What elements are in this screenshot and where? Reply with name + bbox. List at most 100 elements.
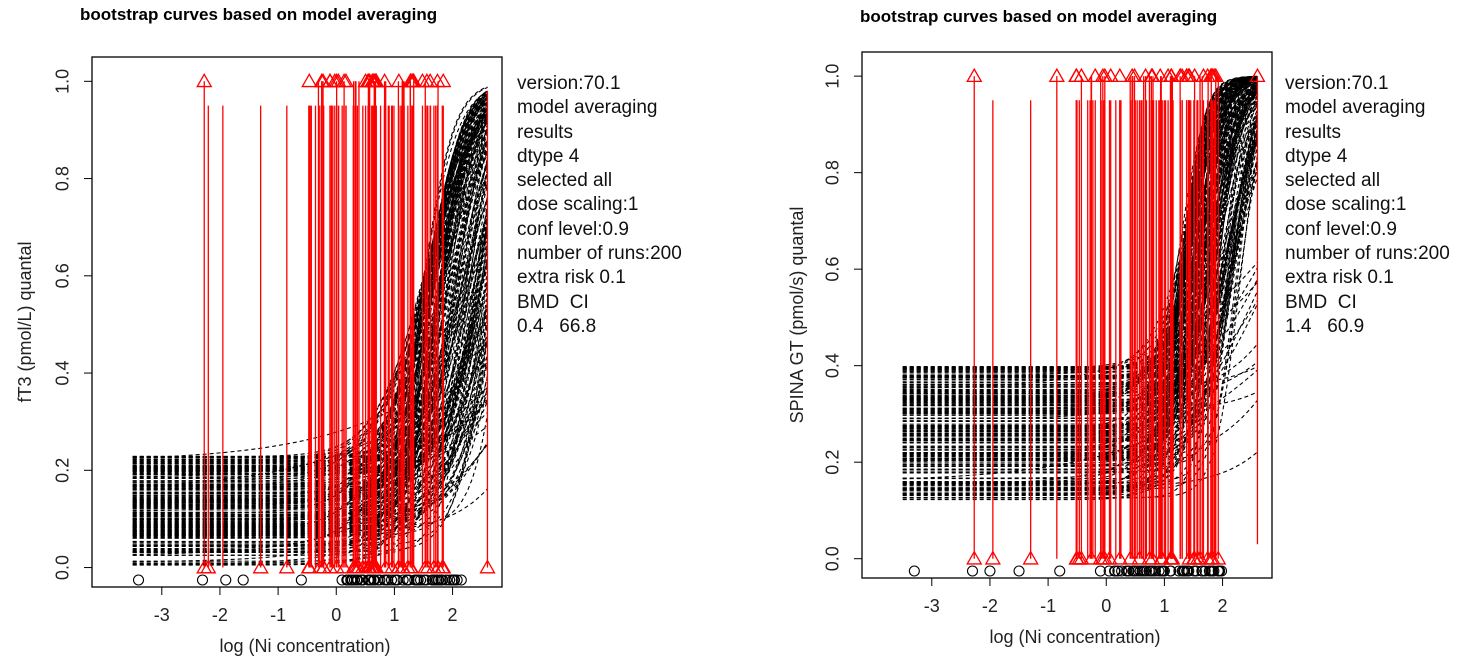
x-tick-label: -2 xyxy=(212,605,228,625)
side-text-line: results xyxy=(517,121,573,143)
interval-marker xyxy=(278,559,295,574)
observed-point xyxy=(237,574,249,586)
observed-point xyxy=(1207,565,1219,577)
x-tick-label: 1 xyxy=(389,605,399,625)
interval-marker xyxy=(1087,67,1104,83)
bootstrap-curve xyxy=(902,76,1258,368)
observed-point xyxy=(1149,565,1161,577)
observed-point xyxy=(1013,565,1025,577)
observed-point xyxy=(295,574,307,586)
observed-point xyxy=(1181,565,1193,577)
observed-point xyxy=(448,574,460,586)
observed-point xyxy=(1094,565,1106,577)
observed-point xyxy=(1109,565,1121,577)
x-tick-label: -1 xyxy=(1040,596,1056,616)
bootstrap-curve xyxy=(902,87,1258,432)
bootstrap-curve xyxy=(902,110,1259,442)
observed-point xyxy=(1132,565,1144,577)
interval-marker xyxy=(435,73,452,88)
side-text-line: 0.4 66.8 xyxy=(517,315,597,337)
bootstrap-curve xyxy=(902,76,1258,414)
bootstrap-curve xyxy=(902,117,1259,422)
interval-marker xyxy=(1195,67,1212,83)
plot-area xyxy=(902,67,1266,565)
observed-point xyxy=(355,574,367,586)
interval-marker xyxy=(966,67,983,83)
observed-point xyxy=(1199,565,1211,577)
observed-point xyxy=(367,574,380,586)
observed-point xyxy=(432,574,444,586)
observed-point xyxy=(440,574,452,586)
y-tick-label: 0.2 xyxy=(53,458,73,483)
interval-marker xyxy=(984,550,1001,565)
interval-marker xyxy=(321,73,339,88)
y-axis-title: SPINA GT (pmol/s) quantal xyxy=(787,207,807,424)
side-text-line: extra risk 0.1 xyxy=(517,267,626,289)
left-panel: bootstrap curves based on model averagin… xyxy=(15,5,682,656)
spina-plot: bootstrap curves based on model averagin… xyxy=(787,7,1273,647)
interval-marker xyxy=(366,73,383,88)
spina-side-text: version:70.1 model averaging results dtype … xyxy=(1285,72,1450,339)
y-tick-label: 0.2 xyxy=(823,450,843,475)
observed-point xyxy=(451,574,463,586)
side-text-line: model averaging xyxy=(517,97,658,119)
side-text-line: conf level:0.9 xyxy=(517,218,629,240)
observed-point xyxy=(341,574,353,586)
observed-point xyxy=(372,574,384,586)
observed-point xyxy=(352,574,364,586)
x-tick-label: 2 xyxy=(448,605,458,625)
bootstrap-curve xyxy=(902,80,1258,480)
y-tick-label: 0.6 xyxy=(823,257,843,282)
observed-point xyxy=(1116,565,1128,577)
interval-marker xyxy=(479,559,496,574)
interval-marker xyxy=(252,559,269,574)
side-text-line: model averaging xyxy=(1285,97,1426,119)
plot-area xyxy=(132,73,496,574)
observed-point xyxy=(385,574,398,586)
y-axis: 0.0 0.2 0.4 0.6 0.8 1.0 xyxy=(53,69,92,580)
observed-point xyxy=(1103,565,1115,577)
side-text-line: dose scaling:1 xyxy=(517,194,639,216)
observed-point xyxy=(1157,565,1169,577)
interval-marker xyxy=(200,559,217,574)
observed-point xyxy=(1054,565,1066,577)
interval-marker xyxy=(1048,67,1065,83)
y-tick-label: 1.0 xyxy=(823,64,843,89)
interval-marker xyxy=(301,73,318,88)
observed-points xyxy=(908,565,1228,577)
x-tick-label: 0 xyxy=(1101,596,1111,616)
interval-marker xyxy=(1163,550,1180,565)
side-text-line: selected all xyxy=(517,170,613,192)
interval-marker xyxy=(1092,550,1109,565)
y-tick-label: 0.6 xyxy=(53,263,73,288)
observed-point xyxy=(444,574,456,586)
x-tick-label: -2 xyxy=(982,596,998,616)
observed-point xyxy=(132,574,145,586)
observed-point xyxy=(1139,565,1151,577)
ft3-plot: bootstrap curves based on model averagin… xyxy=(15,5,503,656)
observed-point xyxy=(401,574,413,586)
x-tick-label: -1 xyxy=(270,605,286,625)
observed-point xyxy=(1215,565,1228,577)
observed-points xyxy=(132,574,467,586)
observed-point xyxy=(1165,565,1177,577)
bootstrap-curve xyxy=(902,86,1258,375)
interval-marker xyxy=(1131,550,1148,565)
y-tick-label: 0.0 xyxy=(53,555,73,580)
observed-point xyxy=(455,574,467,586)
y-axis-title: fT3 (pmol/L) quantal xyxy=(15,241,35,402)
interval-marker xyxy=(335,73,353,88)
ft3-side-text: version:70.1 model averaging results dtype … xyxy=(517,72,682,339)
interval-marker xyxy=(1249,67,1266,83)
confidence-intervals xyxy=(966,67,1266,565)
side-text-line: number of runs:200 xyxy=(517,243,682,265)
interval-marker xyxy=(417,559,434,574)
interval-marker xyxy=(1102,67,1119,83)
interval-marker xyxy=(402,559,420,574)
interval-marker xyxy=(422,73,439,88)
bootstrap-curve xyxy=(902,118,1258,369)
interval-marker xyxy=(429,559,447,574)
observed-point xyxy=(418,574,430,586)
observed-point xyxy=(1213,565,1225,577)
x-tick-label: -3 xyxy=(924,596,940,616)
